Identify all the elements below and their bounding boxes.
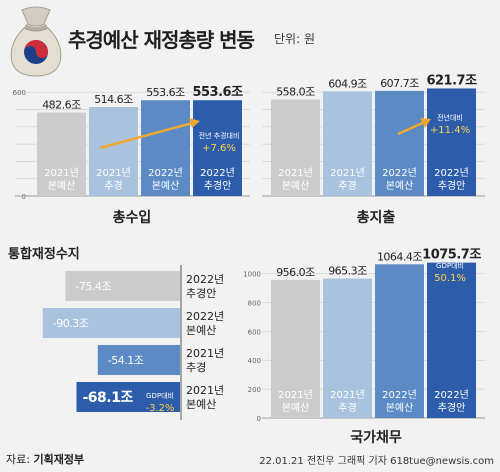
unit-label: 단위: 원 [274, 32, 315, 46]
data-label: 604.9조 [328, 77, 367, 90]
category-label: 2022년 [382, 167, 417, 179]
category-label: 2021년 [278, 389, 313, 401]
bar [97, 345, 180, 375]
bar [375, 264, 424, 418]
data-label: 553.6조 [146, 86, 185, 99]
y-tick-label: 1000 [243, 271, 261, 279]
chart-title: 총지출 [357, 209, 396, 226]
chart-title: 국가채무 [350, 430, 402, 446]
trend-arrow-head [189, 118, 200, 128]
annotation-value: +11.4% [430, 125, 470, 136]
category-label: 2021년 [330, 389, 365, 401]
y-tick-label: 200 [248, 386, 261, 394]
bar [37, 112, 86, 196]
category-label: 2022년 [186, 310, 224, 323]
category-label: 추경안 [438, 401, 466, 414]
y-tick-label: 600 [13, 89, 26, 97]
category-label: 2022년 [148, 167, 183, 179]
data-label: -68.1조 [82, 390, 133, 406]
category-label: 본예산 [48, 180, 76, 192]
y-tick-label: 600 [248, 328, 261, 336]
data-label: 956.0조 [276, 266, 315, 279]
category-label: 2022년 [200, 167, 235, 179]
category-label: 추경 [104, 179, 122, 192]
category-label: 2021년 [186, 347, 224, 360]
bar [42, 308, 180, 338]
chart-title: 총수입 [113, 210, 152, 226]
category-label: 추경 [338, 401, 356, 414]
page-title: 추경예산 재정총량 변동 [68, 28, 255, 52]
data-label: -90.3조 [53, 317, 89, 330]
data-label: 965.3조 [328, 265, 367, 278]
bar [375, 90, 424, 196]
data-label: 1064.4조 [377, 250, 422, 263]
bar [65, 271, 180, 301]
bar [76, 382, 180, 412]
category-label: 본예산 [152, 180, 180, 192]
bar [271, 99, 320, 196]
bar [323, 91, 372, 196]
bar [193, 100, 242, 196]
category-label: 본예산 [282, 180, 310, 192]
category-label: 추경 [186, 361, 206, 374]
category-label: 2022년 [382, 389, 417, 401]
annotation-value: 50.1% [434, 273, 466, 284]
data-label: -75.4조 [75, 280, 111, 293]
annotation-value: +7.6% [202, 143, 236, 154]
trend-arrow-line [397, 119, 428, 136]
y-tick-label: 800 [248, 299, 261, 307]
data-label: 621.7조 [426, 73, 477, 88]
source-name: 기획재정부 [33, 453, 85, 466]
bar [141, 100, 190, 196]
data-label: 514.6조 [94, 93, 133, 106]
bar [89, 106, 138, 196]
bar [271, 279, 320, 418]
annotation-label: GDP대비 [146, 391, 174, 400]
category-label: 본예산 [386, 402, 414, 414]
credit-note: 22.01.21 전진우 그래픽 기자 618tue@newsis.com [259, 456, 494, 467]
y-tick-label: 400 [248, 357, 261, 365]
annotation-label: GDP대비 [436, 261, 464, 270]
y-tick-label: 0 [22, 193, 26, 201]
category-label: 추경안 [204, 179, 232, 192]
category-label: 2021년 [330, 167, 365, 179]
data-label: 558.0조 [276, 85, 315, 98]
data-label: 482.6조 [42, 99, 81, 112]
category-label: 2021년 [186, 384, 224, 397]
category-label: 본예산 [282, 402, 310, 414]
chart-title: 통합재정수지 [8, 246, 80, 262]
bar [323, 278, 372, 418]
category-label: 2021년 [278, 167, 313, 179]
category-label: 본예산 [386, 180, 414, 192]
category-label: 본예산 [186, 398, 216, 411]
data-label: 553.6조 [192, 85, 243, 100]
category-label: 2022년 [434, 167, 469, 179]
bar [427, 88, 476, 196]
category-label: 2021년 [96, 167, 131, 179]
category-label: 2022년 [434, 389, 469, 401]
category-label: 2021년 [44, 167, 79, 179]
y-tick-label: 0 [257, 415, 261, 423]
category-label: 2022년 [186, 273, 224, 286]
data-label: 1075.7조 [422, 248, 481, 263]
category-label: 추경안 [438, 179, 466, 192]
category-label: 본예산 [186, 324, 216, 337]
trend-arrow-head [420, 118, 431, 128]
data-label: -54.1조 [108, 354, 144, 367]
annotation-label: 전년 추경대비 [199, 131, 240, 140]
annotation-value: -3.2% [145, 403, 174, 414]
source-note: 자료: 기획재정부 [6, 453, 85, 466]
category-label: 추경안 [186, 287, 216, 300]
trend-arrow-line [99, 120, 197, 150]
category-label: 추경 [338, 179, 356, 192]
data-label: 607.7조 [380, 77, 419, 90]
annotation-label: 전년대비 [437, 113, 463, 122]
bar [427, 262, 476, 418]
money-bag-icon [10, 6, 62, 77]
